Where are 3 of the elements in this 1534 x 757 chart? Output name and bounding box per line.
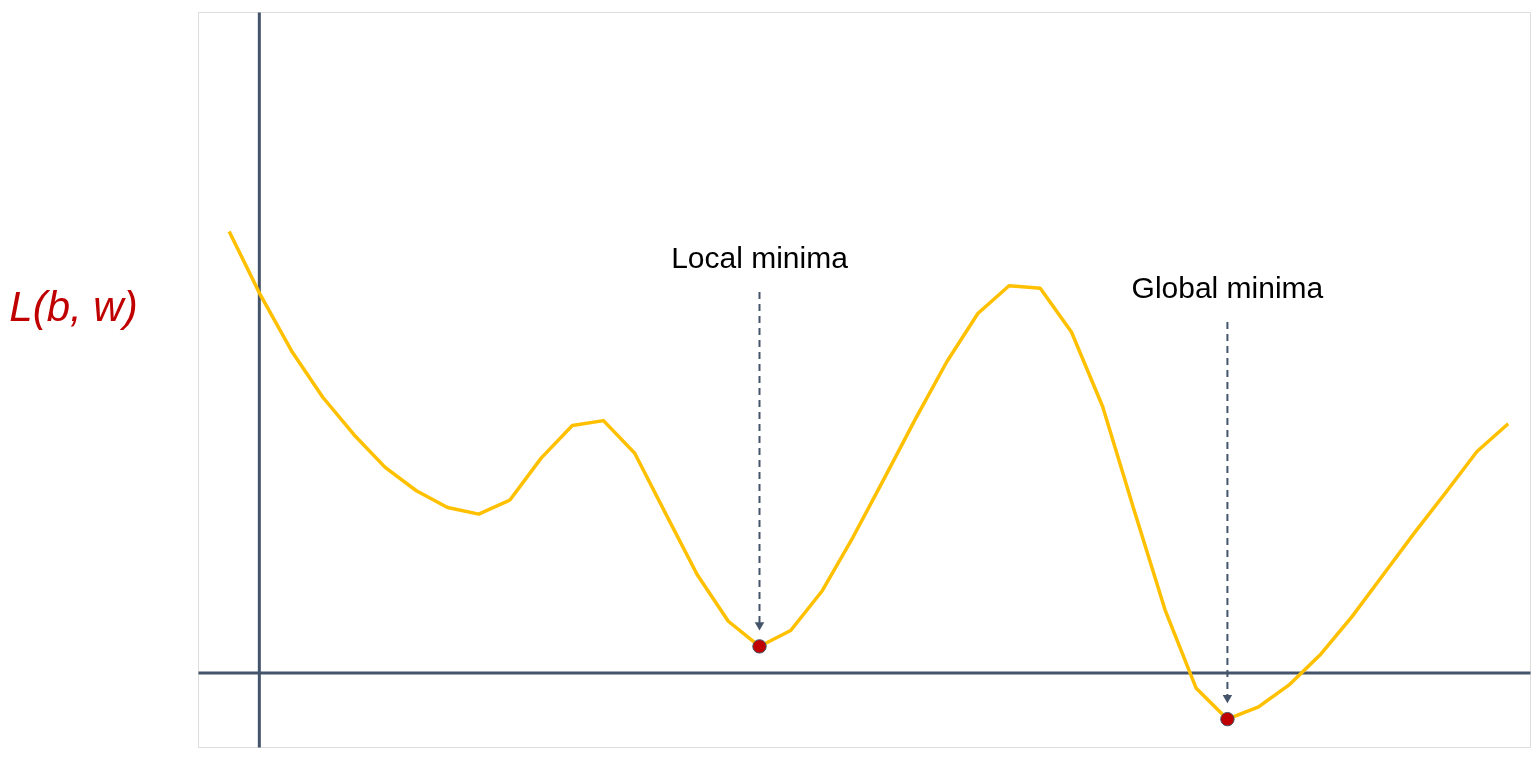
annotation: Global minima — [1131, 271, 1324, 304]
annotation: Local minima — [671, 241, 849, 274]
y-axis-title: L(b, w) — [9, 282, 138, 330]
